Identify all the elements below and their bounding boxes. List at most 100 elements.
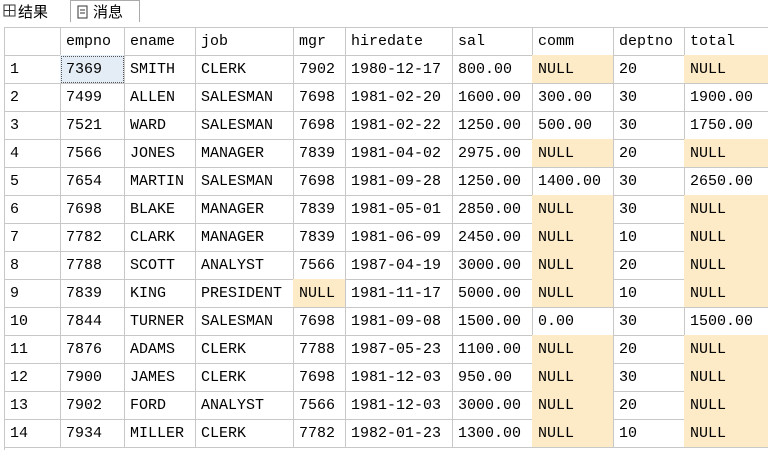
data-cell[interactable]: NULL bbox=[684, 251, 768, 280]
data-cell[interactable]: 7521 bbox=[60, 111, 125, 140]
data-cell[interactable]: ANALYST bbox=[195, 391, 294, 420]
data-cell[interactable]: 1981-11-17 bbox=[345, 279, 453, 308]
data-cell[interactable]: 30 bbox=[613, 111, 685, 140]
data-cell[interactable]: 1981-09-08 bbox=[345, 307, 453, 336]
data-cell[interactable]: NULL bbox=[532, 223, 614, 252]
data-cell[interactable]: 1982-01-23 bbox=[345, 419, 453, 448]
row-number[interactable]: 7 bbox=[4, 223, 61, 252]
data-cell[interactable]: 7876 bbox=[60, 335, 125, 364]
data-cell[interactable]: NULL bbox=[532, 391, 614, 420]
data-cell[interactable]: 1981-06-09 bbox=[345, 223, 453, 252]
data-cell[interactable]: 20 bbox=[613, 251, 685, 280]
data-cell[interactable]: 1300.00 bbox=[452, 419, 533, 448]
data-cell[interactable]: 2850.00 bbox=[452, 195, 533, 224]
data-cell[interactable]: 300.00 bbox=[532, 83, 614, 112]
data-cell[interactable]: 7900 bbox=[60, 363, 125, 392]
data-cell[interactable]: NULL bbox=[684, 195, 768, 224]
data-cell[interactable]: 1987-04-19 bbox=[345, 251, 453, 280]
data-cell[interactable]: NULL bbox=[684, 391, 768, 420]
data-cell[interactable]: 30 bbox=[613, 307, 685, 336]
data-cell[interactable]: 2975.00 bbox=[452, 139, 533, 168]
data-cell[interactable]: SCOTT bbox=[124, 251, 196, 280]
data-cell[interactable]: 7566 bbox=[293, 391, 346, 420]
column-header[interactable]: ename bbox=[124, 27, 196, 56]
data-cell[interactable]: 30 bbox=[613, 167, 685, 196]
data-cell[interactable]: NULL bbox=[532, 251, 614, 280]
data-cell[interactable]: CLERK bbox=[195, 55, 294, 84]
data-cell[interactable]: CLERK bbox=[195, 363, 294, 392]
data-cell[interactable]: 1600.00 bbox=[452, 83, 533, 112]
data-cell[interactable]: NULL bbox=[532, 55, 614, 84]
data-cell[interactable]: CLARK bbox=[124, 223, 196, 252]
data-cell[interactable]: 7369 bbox=[60, 55, 125, 84]
data-cell[interactable]: 7698 bbox=[293, 111, 346, 140]
data-cell[interactable]: 2650.00 bbox=[684, 167, 768, 196]
data-cell[interactable]: MANAGER bbox=[195, 195, 294, 224]
data-cell[interactable]: NULL bbox=[684, 335, 768, 364]
data-cell[interactable]: FORD bbox=[124, 391, 196, 420]
data-cell[interactable]: 7698 bbox=[293, 83, 346, 112]
data-cell[interactable]: NULL bbox=[684, 55, 768, 84]
data-cell[interactable]: ALLEN bbox=[124, 83, 196, 112]
data-cell[interactable]: 1981-02-22 bbox=[345, 111, 453, 140]
data-cell[interactable]: 20 bbox=[613, 391, 685, 420]
data-cell[interactable]: NULL bbox=[532, 335, 614, 364]
column-header[interactable]: mgr bbox=[293, 27, 346, 56]
data-cell[interactable]: 10 bbox=[613, 223, 685, 252]
data-cell[interactable]: 950.00 bbox=[452, 363, 533, 392]
data-cell[interactable]: 7839 bbox=[293, 195, 346, 224]
data-cell[interactable]: 10 bbox=[613, 419, 685, 448]
data-cell[interactable]: TURNER bbox=[124, 307, 196, 336]
row-number[interactable]: 2 bbox=[4, 83, 61, 112]
data-cell[interactable]: ADAMS bbox=[124, 335, 196, 364]
data-cell[interactable]: 1500.00 bbox=[684, 307, 768, 336]
data-cell[interactable]: MANAGER bbox=[195, 223, 294, 252]
data-cell[interactable]: 1980-12-17 bbox=[345, 55, 453, 84]
data-cell[interactable]: 7839 bbox=[293, 139, 346, 168]
row-number[interactable]: 6 bbox=[4, 195, 61, 224]
data-cell[interactable]: NULL bbox=[684, 279, 768, 308]
data-cell[interactable]: 20 bbox=[613, 335, 685, 364]
data-cell[interactable]: 1981-09-28 bbox=[345, 167, 453, 196]
data-cell[interactable]: NULL bbox=[684, 139, 768, 168]
data-cell[interactable]: 7698 bbox=[60, 195, 125, 224]
data-cell[interactable]: NULL bbox=[532, 419, 614, 448]
row-number[interactable]: 1 bbox=[4, 55, 61, 84]
data-cell[interactable]: JONES bbox=[124, 139, 196, 168]
data-cell[interactable]: NULL bbox=[532, 279, 614, 308]
data-cell[interactable]: 1987-05-23 bbox=[345, 335, 453, 364]
data-cell[interactable]: 7654 bbox=[60, 167, 125, 196]
data-cell[interactable]: 3000.00 bbox=[452, 251, 533, 280]
data-cell[interactable]: 30 bbox=[613, 363, 685, 392]
data-cell[interactable]: 1981-12-03 bbox=[345, 391, 453, 420]
data-cell[interactable]: 7902 bbox=[60, 391, 125, 420]
data-cell[interactable]: 1250.00 bbox=[452, 111, 533, 140]
column-header[interactable]: empno bbox=[60, 27, 125, 56]
row-number[interactable]: 12 bbox=[4, 363, 61, 392]
data-cell[interactable]: NULL bbox=[532, 139, 614, 168]
data-cell[interactable]: 1100.00 bbox=[452, 335, 533, 364]
data-cell[interactable]: NULL bbox=[684, 223, 768, 252]
data-cell[interactable]: 0.00 bbox=[532, 307, 614, 336]
data-cell[interactable]: 7698 bbox=[293, 363, 346, 392]
row-number[interactable]: 10 bbox=[4, 307, 61, 336]
data-cell[interactable]: 2450.00 bbox=[452, 223, 533, 252]
row-number[interactable]: 9 bbox=[4, 279, 61, 308]
data-cell[interactable]: 1250.00 bbox=[452, 167, 533, 196]
data-cell[interactable]: 5000.00 bbox=[452, 279, 533, 308]
data-cell[interactable]: 800.00 bbox=[452, 55, 533, 84]
data-cell[interactable]: 30 bbox=[613, 83, 685, 112]
column-header[interactable]: comm bbox=[532, 27, 614, 56]
data-cell[interactable]: MILLER bbox=[124, 419, 196, 448]
row-number[interactable]: 14 bbox=[4, 419, 61, 448]
data-cell[interactable]: NULL bbox=[293, 279, 346, 308]
row-number[interactable]: 3 bbox=[4, 111, 61, 140]
data-cell[interactable]: 1900.00 bbox=[684, 83, 768, 112]
data-cell[interactable]: 7934 bbox=[60, 419, 125, 448]
data-cell[interactable]: 20 bbox=[613, 139, 685, 168]
data-cell[interactable]: 1981-05-01 bbox=[345, 195, 453, 224]
column-header[interactable]: hiredate bbox=[345, 27, 453, 56]
data-cell[interactable]: 20 bbox=[613, 55, 685, 84]
data-cell[interactable]: SALESMAN bbox=[195, 111, 294, 140]
data-cell[interactable]: 7698 bbox=[293, 307, 346, 336]
